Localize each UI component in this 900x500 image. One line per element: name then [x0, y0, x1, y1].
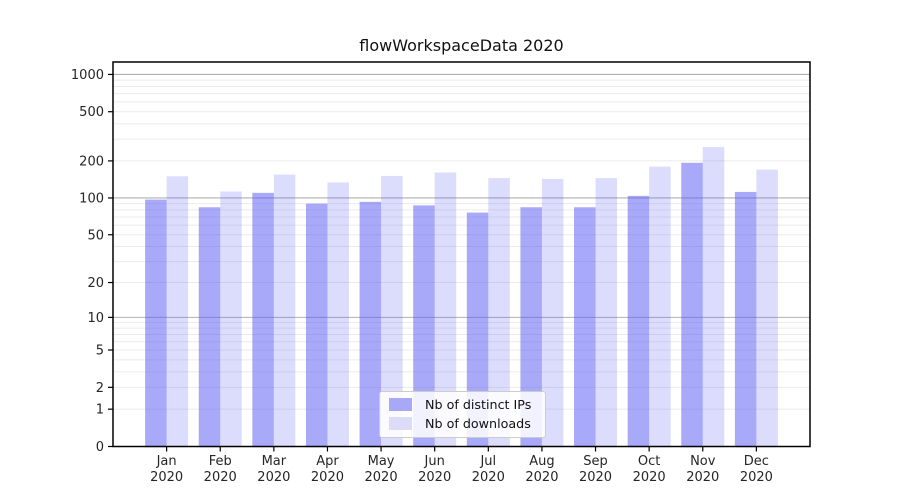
bar-downloads [756, 169, 778, 448]
bar-downloads [649, 166, 671, 448]
bar-downloads [273, 174, 296, 448]
x-tick-label-month: Jul [479, 454, 496, 469]
legend: Nb of distinct IPs Nb of downloads [379, 391, 546, 438]
bar-distinct-ips [145, 199, 167, 448]
x-tick-label-year: 2020 [257, 470, 290, 485]
y-tick-label: 100 [79, 191, 104, 206]
y-tick-label: 5 [96, 344, 104, 359]
bar-distinct-ips [252, 192, 274, 448]
legend-item-distinct-ips: Nb of distinct IPs [389, 397, 536, 412]
y-tick-label: 1 [96, 403, 104, 418]
legend-label-distinct-ips: Nb of distinct IPs [425, 397, 532, 412]
chart-title: flowWorkspaceData 2020 [359, 36, 564, 55]
x-tick-label-month: Jan [156, 454, 177, 469]
x-tick-label-month: Aug [529, 454, 554, 469]
y-tick-label: 50 [87, 228, 104, 243]
y-tick-label: 10 [87, 311, 104, 326]
bar-downloads [327, 182, 349, 448]
bar-downloads [434, 172, 457, 448]
x-tick-label-month: May [368, 454, 395, 469]
bar-distinct-ips [681, 162, 703, 448]
bar-distinct-ips [198, 207, 221, 448]
x-tick-label-month: Oct [638, 454, 660, 469]
y-tick-label: 500 [79, 105, 104, 120]
bar-distinct-ips [627, 195, 650, 448]
bar-distinct-ips [734, 191, 757, 448]
x-tick-label-year: 2020 [150, 470, 183, 485]
x-tick-label-month: Mar [262, 454, 287, 469]
x-tick-label-month: Apr [316, 454, 339, 469]
bar-distinct-ips [413, 205, 435, 448]
bar-downloads [166, 176, 189, 448]
bar-distinct-ips [466, 212, 489, 448]
bar-distinct-ips [520, 207, 542, 448]
bar-downloads [488, 178, 510, 448]
legend-label-downloads: Nb of downloads [425, 416, 531, 431]
legend-item-downloads: Nb of downloads [389, 416, 536, 431]
x-tick-label-year: 2020 [740, 470, 773, 485]
bar-downloads [595, 178, 618, 448]
x-tick-label-year: 2020 [365, 470, 398, 485]
legend-swatch-downloads [389, 417, 412, 430]
bar-distinct-ips [359, 201, 382, 448]
x-tick-label-month: Feb [209, 454, 232, 469]
y-tick-label: 200 [79, 154, 104, 169]
x-tick-label-year: 2020 [579, 470, 612, 485]
y-tick-label: 0 [96, 440, 104, 455]
x-tick-label-month: Jun [424, 454, 445, 469]
bar-downloads [220, 191, 242, 448]
x-tick-label-year: 2020 [204, 470, 237, 485]
x-tick-label-month: Dec [744, 454, 769, 469]
legend-swatch-distinct-ips [389, 398, 412, 411]
x-tick-label-year: 2020 [311, 470, 344, 485]
y-tick-label: 1000 [71, 68, 104, 83]
x-tick-label-year: 2020 [686, 470, 719, 485]
x-tick-label-year: 2020 [418, 470, 451, 485]
bar-downloads [541, 178, 564, 448]
bar-downloads [702, 147, 725, 448]
y-tick-label: 20 [87, 276, 104, 291]
y-tick-label: 2 [96, 381, 104, 396]
x-tick-label-year: 2020 [633, 470, 666, 485]
axes-frame [112, 61, 811, 448]
x-tick-label-year: 2020 [472, 470, 505, 485]
bar-downloads [381, 175, 403, 448]
x-tick-label-year: 2020 [525, 470, 558, 485]
x-tick-label-month: Nov [690, 454, 716, 469]
bar-distinct-ips [305, 203, 328, 448]
bar-distinct-ips [574, 207, 596, 448]
x-tick-label-month: Sep [583, 454, 608, 469]
